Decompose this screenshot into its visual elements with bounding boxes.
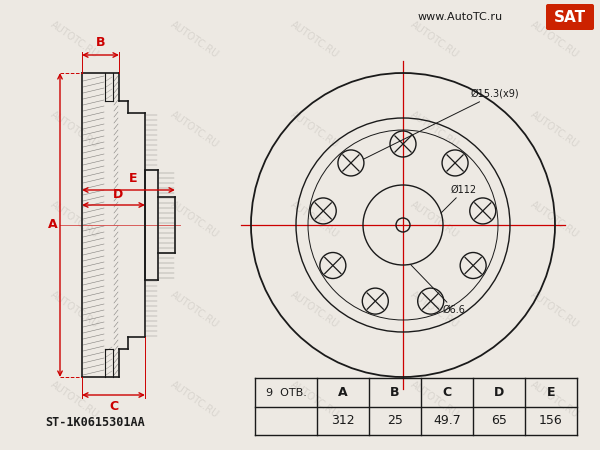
Text: AUTOTC.RU: AUTOTC.RU <box>529 200 581 240</box>
Text: SAT: SAT <box>554 9 586 24</box>
Text: Ø15.3(x9): Ø15.3(x9) <box>364 89 520 159</box>
Text: AUTOTC.RU: AUTOTC.RU <box>289 380 341 420</box>
Text: AUTOTC.RU: AUTOTC.RU <box>409 20 461 60</box>
Text: AUTOTC.RU: AUTOTC.RU <box>409 110 461 150</box>
Text: AUTOTC.RU: AUTOTC.RU <box>409 290 461 330</box>
Text: 65: 65 <box>491 414 507 427</box>
Text: AUTOTC.RU: AUTOTC.RU <box>289 20 341 60</box>
Text: AUTOTC.RU: AUTOTC.RU <box>169 290 221 330</box>
Text: E: E <box>547 386 555 399</box>
Text: AUTOTC.RU: AUTOTC.RU <box>49 110 101 150</box>
Text: AUTOTC.RU: AUTOTC.RU <box>169 200 221 240</box>
Text: B: B <box>96 36 105 50</box>
Text: C: C <box>442 386 452 399</box>
Text: AUTOTC.RU: AUTOTC.RU <box>49 290 101 330</box>
Text: 156: 156 <box>539 414 563 427</box>
Text: ST-1K0615301AA: ST-1K0615301AA <box>45 415 145 428</box>
Text: A: A <box>48 219 58 231</box>
Text: D: D <box>113 188 124 201</box>
Text: AUTOTC.RU: AUTOTC.RU <box>529 110 581 150</box>
Text: www.AutoTC.ru: www.AutoTC.ru <box>418 12 503 22</box>
Text: AUTOTC.RU: AUTOTC.RU <box>289 200 341 240</box>
Text: AUTOTC.RU: AUTOTC.RU <box>409 200 461 240</box>
Text: E: E <box>129 172 138 185</box>
Text: AUTOTC.RU: AUTOTC.RU <box>529 290 581 330</box>
Text: D: D <box>494 386 504 399</box>
Text: AUTOTC.RU: AUTOTC.RU <box>289 110 341 150</box>
Text: AUTOTC.RU: AUTOTC.RU <box>169 110 221 150</box>
Text: B: B <box>390 386 400 399</box>
Text: C: C <box>109 400 118 414</box>
Text: AUTOTC.RU: AUTOTC.RU <box>49 200 101 240</box>
Text: AUTOTC.RU: AUTOTC.RU <box>49 20 101 60</box>
Text: AUTOTC.RU: AUTOTC.RU <box>529 20 581 60</box>
Text: AUTOTC.RU: AUTOTC.RU <box>169 380 221 420</box>
Text: A: A <box>338 386 348 399</box>
Text: AUTOTC.RU: AUTOTC.RU <box>49 380 101 420</box>
Text: Ø112: Ø112 <box>441 185 477 213</box>
FancyBboxPatch shape <box>546 4 594 30</box>
Text: 25: 25 <box>387 414 403 427</box>
Text: 49.7: 49.7 <box>433 414 461 427</box>
Text: Ø6.6: Ø6.6 <box>411 265 466 315</box>
Text: AUTOTC.RU: AUTOTC.RU <box>529 380 581 420</box>
Text: 312: 312 <box>331 414 355 427</box>
Text: AUTOTC.RU: AUTOTC.RU <box>169 20 221 60</box>
Text: AUTOTC.RU: AUTOTC.RU <box>409 380 461 420</box>
Text: AUTOTC.RU: AUTOTC.RU <box>289 290 341 330</box>
Text: 9  ОТВ.: 9 ОТВ. <box>266 387 307 397</box>
